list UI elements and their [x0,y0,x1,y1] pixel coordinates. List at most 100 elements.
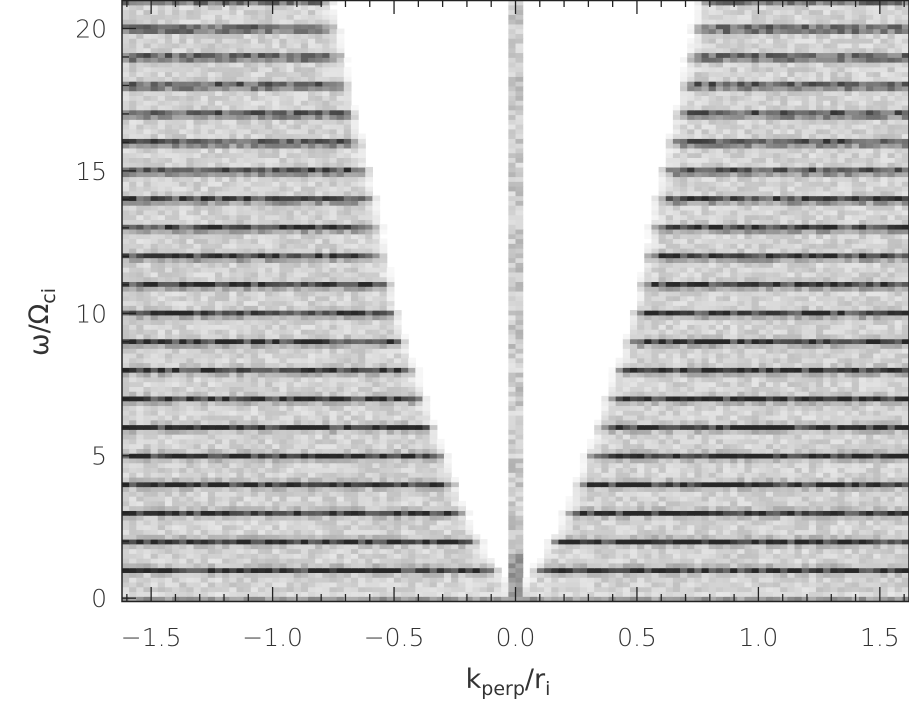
heatmap-cell [358,429,366,435]
heatmap-cell [393,414,402,421]
heatmap-cell [322,419,331,426]
heatmap-cell [379,357,388,364]
heatmap-cell [851,376,860,383]
heatmap-cell [773,481,781,488]
heatmap-cell [722,491,731,497]
heatmap-cell [665,538,674,545]
heatmap-cell [608,434,617,440]
heatmap-cell [680,476,688,483]
heatmap-cell [901,534,909,540]
heatmap-cell [587,577,595,583]
heatmap-cell [687,467,695,473]
heatmap-cell [715,429,724,435]
heatmap-cell [386,414,395,421]
heatmap-cell [615,472,624,478]
heatmap-cell [343,567,352,573]
heatmap-cell [873,372,881,378]
heatmap-cell [422,558,431,564]
heatmap-cell [629,591,638,597]
heatmap-cell [236,419,245,426]
heatmap-cell [372,395,381,402]
heatmap-cell [823,577,831,583]
heatmap-cell [515,524,524,531]
heatmap-cell [587,519,595,526]
heatmap-cell [873,410,881,416]
heatmap-cell [372,386,381,392]
heatmap-cell [408,448,416,454]
heatmap-cell [293,410,302,416]
heatmap-cell [336,538,345,545]
heatmap-cell [436,577,445,583]
heatmap-cell [565,567,574,573]
heatmap-cell [715,424,724,430]
heatmap-cell [608,519,617,526]
heatmap-cell [479,562,488,569]
heatmap-cell [279,572,288,578]
heatmap-cell [243,410,252,416]
heatmap-cell [222,391,230,397]
heatmap-cell [844,443,853,449]
heatmap-cell [207,386,216,392]
heatmap-cell [608,391,617,397]
heatmap-cell [794,567,803,573]
heatmap-cell [608,558,617,564]
heatmap-cell [222,577,230,583]
heatmap-cell [379,352,388,359]
heatmap-cell [129,367,137,373]
heatmap-cell [658,395,667,402]
heatmap-cell [207,462,216,469]
heatmap-cell [272,491,280,497]
heatmap-cell [322,491,331,497]
heatmap-cell [672,577,681,583]
heatmap-cell [358,596,366,601]
heatmap-cell [401,591,409,597]
heatmap-cell [629,543,638,550]
heatmap-cell [372,486,381,492]
heatmap-cell [694,391,703,397]
heatmap-cell [172,510,180,516]
heatmap-cell [350,419,359,426]
heatmap-cell [823,472,831,478]
heatmap-cell [823,372,831,378]
heatmap-cell [558,577,567,583]
heatmap-cell [272,519,280,526]
heatmap-cell [229,381,238,387]
heatmap-cell [901,424,909,430]
heatmap-cell [866,515,874,521]
heatmap-cell [365,538,373,545]
heatmap-cell [858,410,867,416]
heatmap-cell [358,443,366,449]
heatmap-cell [236,352,245,359]
heatmap-cell [687,476,695,483]
heatmap-cell [680,596,688,601]
heatmap-cell [787,534,796,540]
heatmap-cell [293,414,302,421]
heatmap-cell [443,519,452,526]
heatmap-cell [508,453,517,459]
heatmap-cell [207,553,216,559]
heatmap-cell [329,443,338,449]
heatmap-cell [880,448,889,454]
heatmap-cell [715,414,724,421]
heatmap-cell [651,381,660,387]
heatmap-cell [858,500,867,507]
heatmap-cell [186,596,195,601]
heatmap-cell [594,438,602,445]
heatmap-cell [644,476,653,483]
heatmap-cell [830,367,839,373]
heatmap-cell [672,410,681,416]
heatmap-cell [479,538,488,545]
heatmap-cell [257,562,266,569]
heatmap-cell [701,362,710,368]
heatmap-cell [150,577,159,583]
heatmap-cell [172,462,180,469]
heatmap-cell [594,496,602,502]
heatmap-cell [515,577,524,583]
heatmap-cell [436,457,445,464]
heatmap-cell [565,596,574,601]
heatmap-cell [880,534,889,540]
heatmap-cell [308,548,316,554]
heatmap-cell [372,462,381,469]
heatmap-cell [293,491,302,497]
heatmap-cell [386,434,395,440]
